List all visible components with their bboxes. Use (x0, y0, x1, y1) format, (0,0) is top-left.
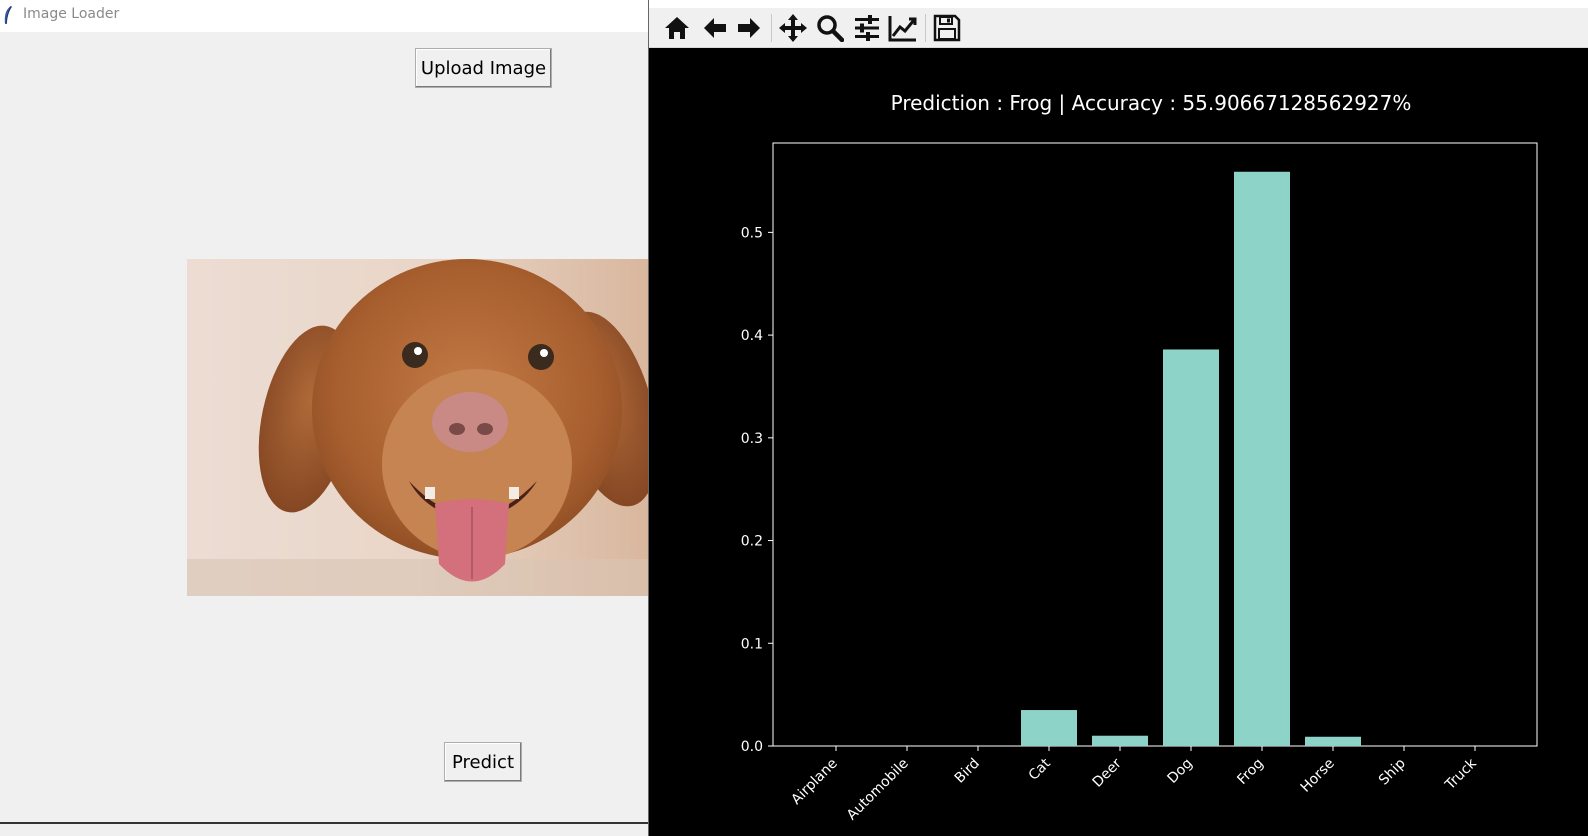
window-bottom-edge (0, 822, 648, 836)
x-tick-label: Deer (1090, 755, 1125, 790)
bar-dog (1163, 349, 1219, 746)
y-tick-label: 0.3 (741, 431, 763, 447)
x-tick-label: Frog (1234, 756, 1266, 788)
window-title: Image Loader (23, 6, 120, 22)
matplotlib-toolbar (649, 8, 1588, 48)
prediction-bar-chart: Prediction : Frog | Accuracy : 55.906671… (741, 91, 1538, 823)
back-icon[interactable] (699, 12, 731, 44)
configure-subplots-icon[interactable] (851, 12, 883, 44)
x-tick-label: Horse (1298, 756, 1338, 796)
upload-image-button[interactable]: Upload Image (415, 48, 552, 88)
uploaded-dog-image (187, 259, 648, 596)
x-tick-label: Cat (1026, 755, 1055, 784)
pan-icon[interactable] (777, 12, 809, 44)
image-loader-window: Image Loader Upload Image (0, 0, 648, 836)
x-tick-label: Airplane (788, 756, 840, 808)
bars-group (1021, 171, 1361, 747)
bar-frog (1234, 171, 1290, 747)
bar-deer (1092, 735, 1148, 746)
x-tick-label: Dog (1165, 756, 1196, 787)
zoom-icon[interactable] (814, 12, 846, 44)
chart-title: Prediction : Frog | Accuracy : 55.906671… (891, 91, 1412, 115)
matplotlib-figure-window: Prediction : Frog | Accuracy : 55.906671… (648, 0, 1588, 836)
toolbar-separator (771, 14, 772, 42)
y-tick-label: 0.2 (741, 534, 763, 550)
title-bar: Image Loader (0, 0, 648, 32)
save-icon[interactable] (931, 12, 963, 44)
forward-icon[interactable] (733, 12, 765, 44)
bar-horse (1305, 736, 1361, 746)
x-tick-label: Bird (952, 756, 983, 787)
tk-feather-icon (4, 5, 12, 24)
edit-axis-icon[interactable] (887, 12, 919, 44)
predict-button[interactable]: Predict (444, 742, 522, 782)
y-tick-label: 0.1 (741, 636, 763, 652)
toolbar-separator (925, 14, 926, 42)
x-axis: Airplane Automobile Bird Cat Deer Dog Frog Hors… (788, 746, 1480, 823)
y-tick-label: 0.4 (741, 328, 763, 344)
y-tick-label: 0.5 (741, 225, 763, 241)
y-axis: 0.0 0.1 0.2 0.3 0.4 0.5 (741, 225, 773, 755)
x-tick-label: Ship (1376, 755, 1409, 788)
y-tick-label: 0.0 (741, 739, 763, 755)
plot-area-frame (772, 142, 1538, 747)
x-tick-label: Truck (1442, 755, 1481, 794)
x-tick-label: Automobile (844, 756, 912, 824)
toolbar-top-strip (649, 0, 1588, 8)
home-icon[interactable] (661, 12, 693, 44)
bar-cat (1021, 710, 1077, 746)
